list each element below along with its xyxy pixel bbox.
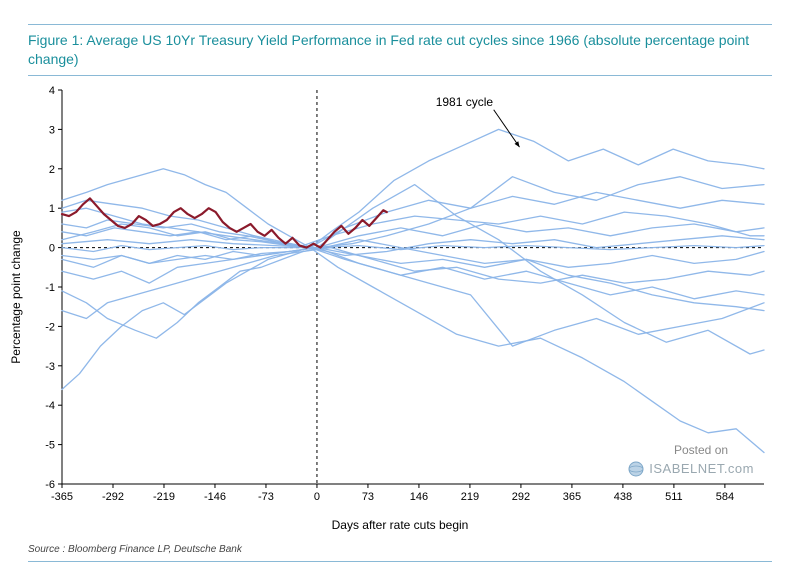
svg-text:292: 292 bbox=[512, 491, 530, 503]
svg-text:-2: -2 bbox=[45, 321, 55, 333]
series-line bbox=[62, 247, 764, 298]
watermark-label: ISABELNET.com bbox=[649, 461, 754, 476]
svg-text:1: 1 bbox=[49, 203, 55, 215]
svg-text:0: 0 bbox=[314, 491, 320, 503]
svg-text:-4: -4 bbox=[45, 400, 55, 412]
svg-text:73: 73 bbox=[362, 491, 374, 503]
chart-svg: -6 -5 -4 -3 -2 -1 0 1 2 3 4 -365 -292 -219 -146 -73 0 73 1… bbox=[28, 82, 772, 512]
svg-text:-219: -219 bbox=[153, 491, 175, 503]
svg-text:365: 365 bbox=[563, 491, 581, 503]
series-line bbox=[62, 224, 764, 263]
svg-text:-1: -1 bbox=[45, 282, 55, 294]
svg-text:-6: -6 bbox=[45, 479, 55, 491]
svg-text:438: 438 bbox=[614, 491, 632, 503]
annotation-label: 1981 cycle bbox=[436, 95, 494, 109]
figure-title: Figure 1: Average US 10Yr Treasury Yield… bbox=[28, 24, 772, 76]
svg-text:146: 146 bbox=[410, 491, 428, 503]
page: Figure 1: Average US 10Yr Treasury Yield… bbox=[0, 0, 800, 580]
svg-text:-292: -292 bbox=[102, 491, 124, 503]
posted-on-label: Posted on bbox=[674, 443, 728, 457]
svg-text:-73: -73 bbox=[258, 491, 274, 503]
source-text: Source : Bloomberg Finance LP, Deutsche … bbox=[28, 544, 772, 562]
globe-icon bbox=[629, 462, 643, 476]
annotation-arrowhead bbox=[515, 141, 520, 147]
x-axis-label: Days after rate cuts begin bbox=[28, 518, 772, 532]
svg-text:-3: -3 bbox=[45, 361, 55, 373]
y-axis-label: Percentage point change bbox=[9, 230, 23, 363]
svg-text:584: 584 bbox=[716, 491, 734, 503]
svg-text:0: 0 bbox=[49, 242, 55, 254]
svg-text:4: 4 bbox=[49, 85, 55, 97]
svg-text:2: 2 bbox=[49, 164, 55, 176]
series-line bbox=[62, 176, 764, 247]
series-line bbox=[62, 184, 764, 353]
svg-text:511: 511 bbox=[665, 491, 683, 503]
svg-text:-5: -5 bbox=[45, 439, 55, 451]
svg-text:-365: -365 bbox=[51, 491, 73, 503]
svg-text:-146: -146 bbox=[204, 491, 226, 503]
svg-text:219: 219 bbox=[461, 491, 479, 503]
svg-text:3: 3 bbox=[49, 124, 55, 136]
annotation-arrow bbox=[494, 110, 520, 147]
chart-area: Percentage point change -6-5-4-3-2-10123… bbox=[28, 82, 772, 512]
